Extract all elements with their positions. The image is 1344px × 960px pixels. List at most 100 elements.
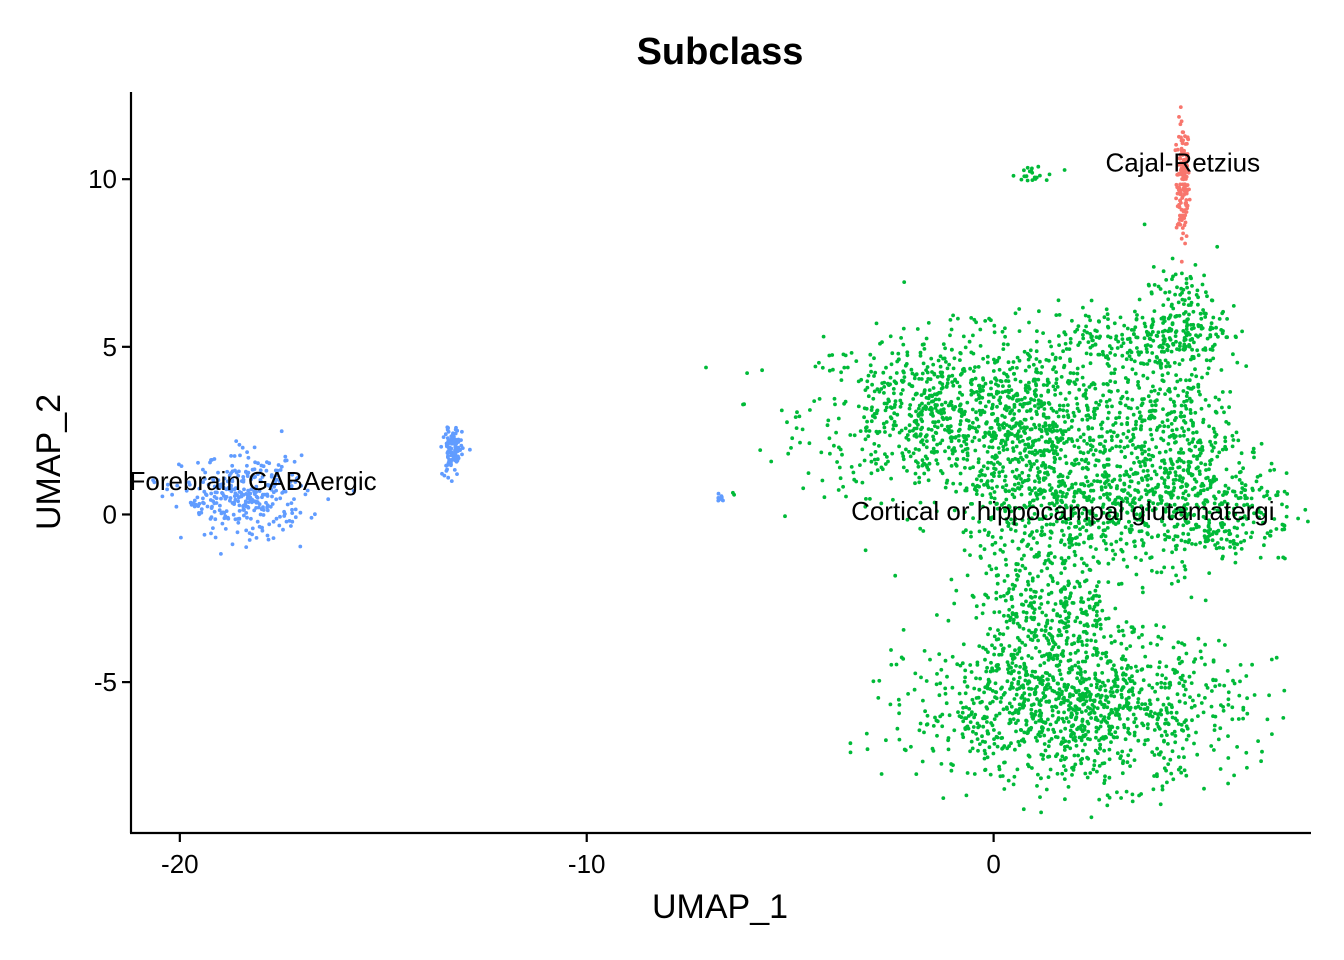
data-point xyxy=(1012,697,1017,701)
data-point xyxy=(1158,343,1163,348)
data-point xyxy=(1180,426,1184,430)
data-point xyxy=(1017,702,1022,707)
data-point xyxy=(1224,467,1229,472)
data-point xyxy=(1089,499,1094,504)
data-point xyxy=(741,402,745,407)
data-point xyxy=(888,415,893,419)
data-point xyxy=(1162,315,1167,320)
data-point xyxy=(964,705,968,710)
data-point xyxy=(1204,358,1209,363)
data-point xyxy=(1080,466,1085,471)
data-point xyxy=(973,365,977,369)
data-point xyxy=(1152,753,1157,757)
data-point xyxy=(202,489,207,494)
data-point xyxy=(1089,488,1093,493)
data-point xyxy=(1094,715,1098,720)
data-point xyxy=(964,528,968,533)
data-point xyxy=(1223,435,1227,440)
data-point xyxy=(1275,493,1280,497)
data-point xyxy=(1019,477,1023,481)
data-point xyxy=(292,497,296,501)
data-point xyxy=(952,601,957,606)
data-point xyxy=(1120,394,1125,399)
data-point xyxy=(1099,426,1104,431)
data-point xyxy=(1071,707,1075,712)
data-point xyxy=(1187,447,1192,452)
data-point xyxy=(948,416,952,421)
data-point xyxy=(1121,557,1126,562)
data-point xyxy=(1141,541,1146,545)
data-point xyxy=(907,423,912,428)
data-point xyxy=(1104,475,1109,479)
data-point xyxy=(1093,342,1098,347)
data-point xyxy=(1163,729,1168,734)
data-point xyxy=(985,706,990,711)
data-point xyxy=(1017,408,1021,413)
data-point xyxy=(1104,617,1108,621)
data-point xyxy=(1172,403,1177,408)
data-point xyxy=(1104,694,1108,699)
data-point xyxy=(1178,292,1183,297)
data-point xyxy=(1020,563,1025,568)
data-point xyxy=(1141,678,1146,683)
data-point xyxy=(1136,490,1141,494)
data-point xyxy=(957,384,962,389)
data-point xyxy=(1084,631,1089,636)
data-point xyxy=(1088,435,1092,440)
data-point xyxy=(937,397,941,402)
data-point xyxy=(1070,766,1074,770)
data-point xyxy=(1000,746,1004,751)
data-point xyxy=(981,356,985,361)
data-point xyxy=(1125,326,1130,331)
data-point xyxy=(1057,403,1062,408)
data-point xyxy=(175,483,180,488)
data-point xyxy=(1167,336,1172,340)
data-point xyxy=(1116,624,1121,629)
data-point xyxy=(989,426,994,430)
data-point xyxy=(827,353,832,358)
data-point xyxy=(1280,502,1284,507)
data-point xyxy=(991,395,996,399)
data-point xyxy=(1261,520,1265,525)
data-point xyxy=(1017,686,1022,691)
data-point xyxy=(1202,506,1207,511)
data-point xyxy=(971,595,976,599)
data-point xyxy=(273,468,278,473)
data-point xyxy=(265,508,270,513)
data-point xyxy=(1068,359,1072,363)
data-point xyxy=(1125,435,1129,440)
data-point xyxy=(1133,516,1137,521)
data-point xyxy=(1149,389,1154,394)
data-point xyxy=(1189,681,1194,685)
data-point xyxy=(1178,163,1183,167)
data-point xyxy=(1137,635,1141,640)
data-point xyxy=(441,435,446,439)
data-point xyxy=(831,367,835,372)
data-point xyxy=(992,357,996,362)
data-point xyxy=(1146,532,1150,537)
data-point xyxy=(1043,624,1048,629)
data-point xyxy=(1129,350,1134,355)
data-point xyxy=(978,400,983,405)
data-point xyxy=(1088,545,1093,549)
data-point xyxy=(290,511,295,515)
data-point xyxy=(299,453,304,458)
data-point xyxy=(1193,263,1198,267)
data-point xyxy=(971,729,975,734)
data-point xyxy=(1210,689,1214,693)
data-point xyxy=(873,450,878,454)
data-point xyxy=(1023,447,1028,451)
data-point xyxy=(943,658,948,663)
data-point xyxy=(907,412,912,417)
data-point xyxy=(1007,701,1012,706)
data-point xyxy=(1115,464,1120,469)
data-point xyxy=(962,435,967,440)
data-point xyxy=(960,710,965,715)
data-point xyxy=(790,436,795,441)
data-point xyxy=(1159,680,1164,685)
data-point xyxy=(1181,476,1185,481)
data-point xyxy=(1040,610,1045,615)
data-point xyxy=(997,474,1002,478)
data-point xyxy=(1094,400,1098,405)
data-point xyxy=(1171,481,1176,486)
